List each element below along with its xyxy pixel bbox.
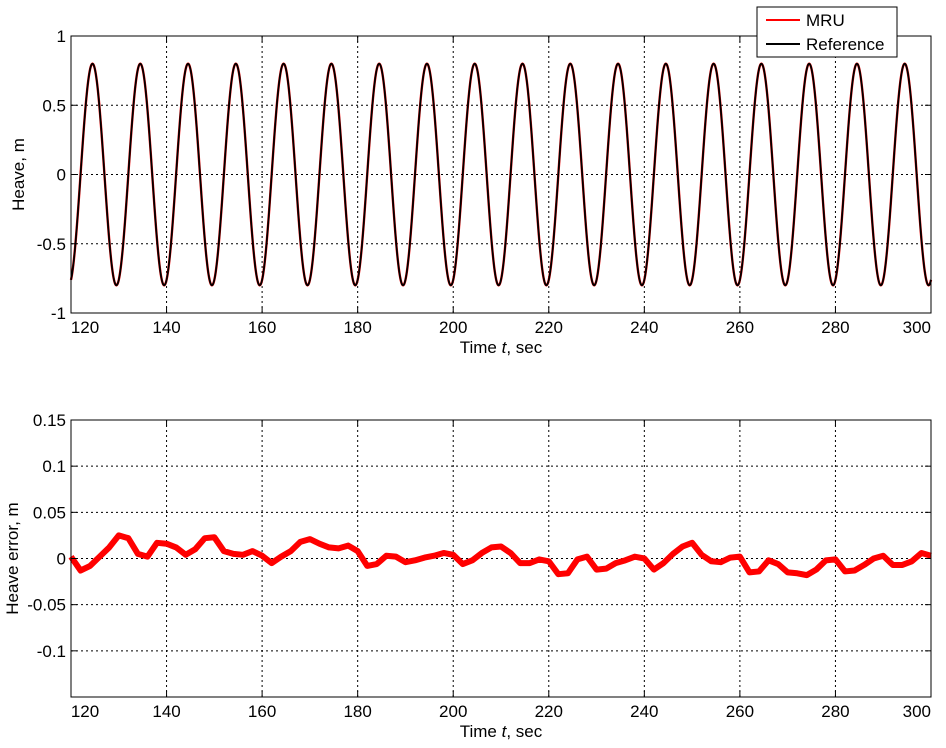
- x-axis-label: Time t, sec: [460, 722, 543, 741]
- y-tick-label: 0.1: [42, 457, 66, 476]
- ticks: 120 140 160 180 200 220 240 260 280 300 -1 -0.5 0 0.5…: [37, 27, 932, 337]
- x-axis-label: Time t, sec: [460, 338, 543, 357]
- series-group: [68, 532, 932, 579]
- legend: MRU Reference: [756, 6, 898, 58]
- x-tick-label: 120: [71, 318, 99, 337]
- x-tick-label: 120: [71, 702, 99, 721]
- legend-label-reference: Reference: [806, 35, 884, 54]
- grid: [71, 36, 931, 313]
- y-axis-label: Heave error, m: [3, 502, 22, 614]
- series-group: [69, 62, 933, 287]
- x-tick-label: 200: [439, 702, 467, 721]
- grid: [71, 420, 931, 697]
- y-tick-label: -0.5: [37, 235, 66, 254]
- y-tick-label: -1: [51, 304, 66, 323]
- y-axis-label: Heave, m: [9, 138, 28, 211]
- series-line-reference: [70, 62, 932, 287]
- y-tick-label: 0.15: [33, 411, 66, 430]
- y-tick-label: 0: [57, 166, 66, 185]
- x-tick-label: 140: [152, 702, 180, 721]
- x-tick-label: 140: [152, 318, 180, 337]
- y-tick-label: -0.05: [27, 596, 66, 615]
- x-tick-label: 160: [248, 318, 276, 337]
- y-tick-label: 0.05: [33, 503, 66, 522]
- y-tick-label: 0: [57, 550, 66, 569]
- x-tick-label: 260: [726, 702, 754, 721]
- x-tick-label: 300: [903, 318, 931, 337]
- x-tick-label: 240: [630, 318, 658, 337]
- x-tick-label: 180: [343, 318, 371, 337]
- x-tick-label: 240: [630, 702, 658, 721]
- y-tick-label: 0.5: [42, 96, 66, 115]
- x-tick-label: 220: [535, 318, 563, 337]
- x-tick-label: 200: [439, 318, 467, 337]
- x-tick-label: 280: [821, 702, 849, 721]
- heave-error-plot: 120 140 160 180 200 220 240 260 280 300 -0.1 -0.05 0…: [3, 411, 932, 741]
- x-tick-label: 160: [248, 702, 276, 721]
- ticks: 120 140 160 180 200 220 240 260 280 300 -0.1 -0.05 0…: [27, 411, 932, 721]
- x-tick-label: 220: [535, 702, 563, 721]
- x-tick-label: 180: [343, 702, 371, 721]
- x-tick-label: 260: [726, 318, 754, 337]
- y-tick-label: -0.1: [37, 642, 66, 661]
- x-tick-label: 300: [903, 702, 931, 721]
- series-line-heave-error: [68, 532, 932, 579]
- legend-label-mru: MRU: [806, 11, 845, 30]
- y-tick-label: 1: [57, 27, 66, 46]
- x-tick-label: 280: [821, 318, 849, 337]
- heave-plot: 120 140 160 180 200 220 240 260 280 300 -1 -0.5 0 0.5…: [9, 6, 933, 357]
